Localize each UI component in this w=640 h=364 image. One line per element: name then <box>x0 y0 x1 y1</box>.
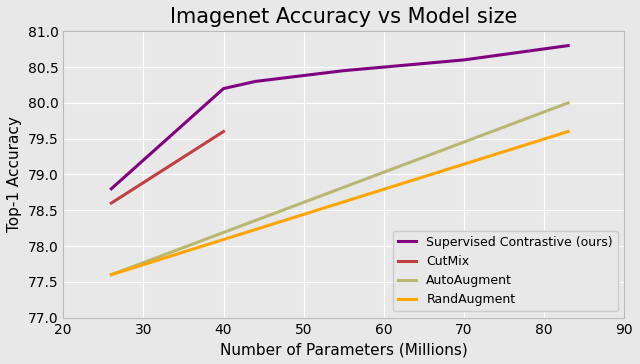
Line: CutMix: CutMix <box>111 131 223 203</box>
CutMix <box>220 129 227 134</box>
Supervised Contrastive (ours) <box>108 187 115 191</box>
Supervised Contrastive (ours) <box>460 58 468 62</box>
Supervised Contrastive (ours) <box>340 68 348 73</box>
Supervised Contrastive (ours) <box>564 43 572 48</box>
Y-axis label: Top-1 Accuracy: Top-1 Accuracy <box>7 116 22 232</box>
X-axis label: Number of Parameters (Millions): Number of Parameters (Millions) <box>220 342 468 357</box>
Supervised Contrastive (ours) <box>220 86 227 91</box>
Supervised Contrastive (ours) <box>252 79 259 84</box>
Line: Supervised Contrastive (ours): Supervised Contrastive (ours) <box>111 46 568 189</box>
CutMix <box>108 201 115 205</box>
Title: Imagenet Accuracy vs Model size: Imagenet Accuracy vs Model size <box>170 7 517 27</box>
Legend: Supervised Contrastive (ours), CutMix, AutoAugment, RandAugment: Supervised Contrastive (ours), CutMix, A… <box>392 231 618 311</box>
